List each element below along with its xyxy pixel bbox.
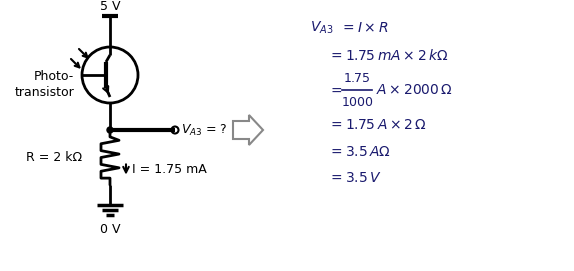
- Text: $V_{A3}$: $V_{A3}$: [310, 20, 333, 36]
- Text: $A \times 2000\,\Omega$: $A \times 2000\,\Omega$: [376, 83, 453, 97]
- Text: R = 2 kΩ: R = 2 kΩ: [26, 151, 82, 164]
- Text: $1000$: $1000$: [340, 95, 374, 108]
- Text: Photo-
transistor: Photo- transistor: [14, 70, 74, 99]
- Text: $= I \times R$: $= I \times R$: [340, 21, 389, 35]
- Text: I = 1.75 mA: I = 1.75 mA: [132, 163, 207, 176]
- Text: $V_{A3}$ = ?: $V_{A3}$ = ?: [181, 122, 228, 138]
- Polygon shape: [233, 115, 263, 145]
- Text: 5 V: 5 V: [100, 0, 120, 13]
- Text: $= 1.75\,mA \times 2\,k\Omega$: $= 1.75\,mA \times 2\,k\Omega$: [328, 47, 448, 63]
- Text: $= 1.75\,A \times 2\,\Omega$: $= 1.75\,A \times 2\,\Omega$: [328, 118, 427, 132]
- Text: $=$: $=$: [328, 83, 343, 97]
- Text: 0 V: 0 V: [100, 223, 120, 236]
- Text: $1.75$: $1.75$: [343, 72, 371, 85]
- Text: $= 3.5\,A\Omega$: $= 3.5\,A\Omega$: [328, 145, 391, 159]
- Text: $= 3.5\,V$: $= 3.5\,V$: [328, 171, 382, 185]
- Circle shape: [107, 127, 113, 133]
- Circle shape: [172, 127, 179, 134]
